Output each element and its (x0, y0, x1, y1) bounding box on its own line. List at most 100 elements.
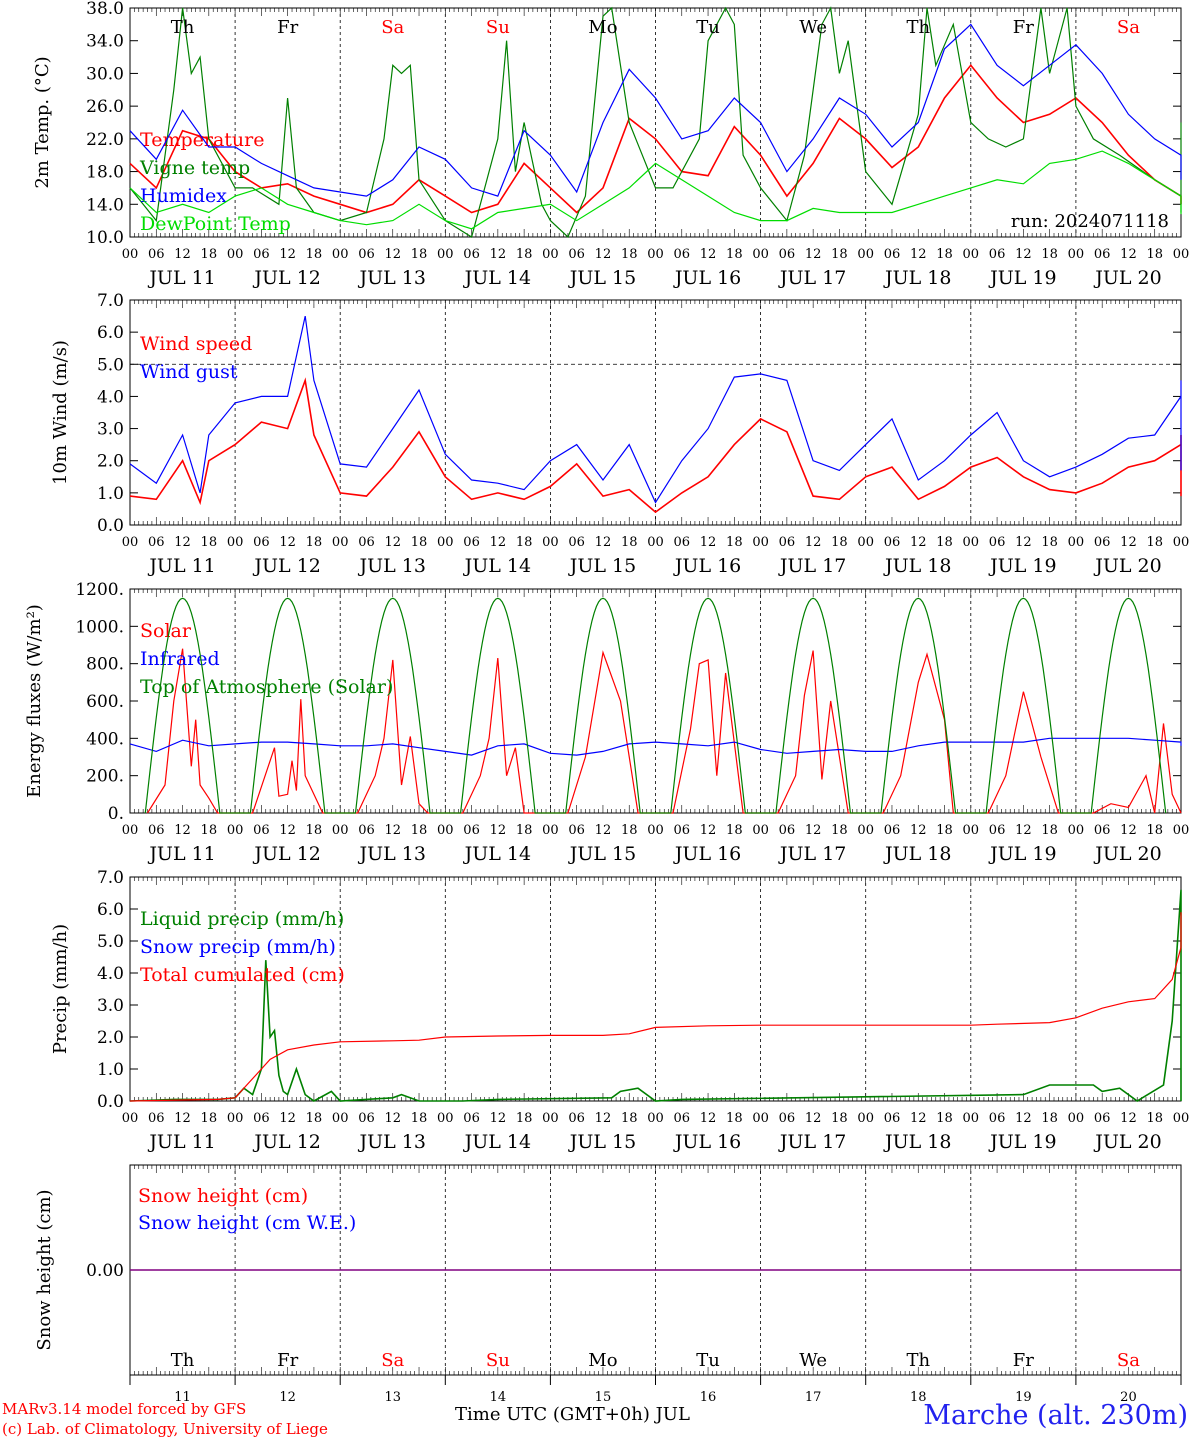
dewpoint-temp-line (129, 150, 1182, 230)
weekday-label: We (799, 1350, 827, 1371)
hour-label: 12 (910, 1111, 927, 1126)
y-axis-label: Precip (mm/h) (50, 924, 71, 1054)
hour-label: 18 (1146, 823, 1163, 838)
humidex-line (129, 23, 1182, 197)
date-label: JUL 12 (252, 843, 320, 865)
hour-label: 00 (752, 1111, 769, 1126)
hour-label: 12 (490, 247, 507, 262)
hour-label: 18 (1146, 247, 1163, 262)
y-tick-label: 22.0 (86, 130, 124, 150)
date-label: JUL 19 (988, 843, 1056, 865)
y-tick-label: 26.0 (86, 97, 124, 117)
y-axis-label: 10m Wind (m/s) (50, 340, 71, 485)
hour-label: 06 (568, 535, 585, 550)
hour-label: 06 (463, 1111, 480, 1126)
hour-label: 06 (358, 823, 375, 838)
hour-label: 00 (647, 823, 664, 838)
hour-label: 12 (1015, 535, 1032, 550)
hour-label: 00 (332, 247, 349, 262)
y-tick-label: 2.0 (97, 452, 124, 472)
date-label: JUL 15 (568, 1131, 636, 1153)
hour-label: 06 (989, 247, 1006, 262)
y-tick-label: 400. (86, 729, 124, 749)
legend-total-cumulated-cm: Total cumulated (cm) (140, 964, 345, 986)
date-label: JUL 18 (883, 555, 951, 577)
hour-label: 00 (647, 1111, 664, 1126)
hour-label: 18 (201, 823, 218, 838)
hour-label: 00 (857, 1111, 874, 1126)
hour-label: 18 (1146, 1111, 1163, 1126)
weekday-label: Th (171, 17, 195, 38)
hour-label: 00 (542, 535, 559, 550)
date-label: JUL 19 (988, 555, 1056, 577)
hour-label: 06 (463, 535, 480, 550)
hour-label: 00 (227, 1111, 244, 1126)
legend-top-of-atmosphere-solar: Top of Atmosphere (Solar) (140, 676, 393, 698)
hour-label: 18 (726, 247, 743, 262)
legend-vigne-temp: Vigne temp (139, 157, 250, 179)
hour-label: 06 (884, 1111, 901, 1126)
weekday-label: We (799, 17, 827, 38)
date-label: JUL 11 (147, 1131, 215, 1153)
hour-label: 06 (674, 1111, 691, 1126)
hour-label: 00 (963, 823, 980, 838)
weekday-label: Su (486, 17, 510, 38)
hour-label: 18 (621, 535, 638, 550)
weekday-label: Fr (1013, 17, 1034, 38)
legend-snow-height-cm: Snow height (cm) (138, 1185, 308, 1207)
hour-label: 00 (122, 247, 139, 262)
date-label: JUL 17 (778, 267, 846, 289)
hour-label: 18 (201, 247, 218, 262)
date-label: JUL 11 (147, 555, 215, 577)
weekday-label: Th (906, 17, 930, 38)
y-tick-label: 7.0 (97, 868, 124, 888)
day-number-label: 11 (174, 1390, 191, 1405)
hour-label: 06 (253, 535, 270, 550)
hour-label: 12 (910, 823, 927, 838)
hour-label: 12 (700, 823, 717, 838)
hour-label: 06 (1094, 535, 1111, 550)
hour-label: 06 (568, 823, 585, 838)
hour-label: 00 (122, 823, 139, 838)
hour-label: 18 (201, 1111, 218, 1126)
hour-label: 06 (884, 823, 901, 838)
hour-label: 12 (595, 247, 612, 262)
hour-label: 12 (174, 823, 191, 838)
hour-label: 18 (936, 1111, 953, 1126)
y-tick-label: 30.0 (86, 64, 124, 84)
y-tick-label: 34.0 (86, 32, 124, 52)
y-tick-label: 0. (108, 804, 124, 824)
hour-label: 12 (279, 535, 296, 550)
hour-label: 18 (1041, 1111, 1058, 1126)
hour-label: 12 (1015, 823, 1032, 838)
hour-label: 12 (805, 823, 822, 838)
day-number-label: 12 (279, 1390, 296, 1405)
weekday-label: Tu (696, 17, 720, 38)
hour-label: 06 (358, 535, 375, 550)
hour-label: 12 (384, 1111, 401, 1126)
y-tick-label: 1.0 (97, 1060, 124, 1080)
y-tick-label: 1200. (75, 580, 124, 600)
y-tick-label: 0.0 (97, 1092, 124, 1112)
date-label: JUL 14 (463, 1131, 531, 1153)
date-label: JUL 18 (883, 843, 951, 865)
hour-label: 00 (1068, 1111, 1085, 1126)
hour-label: 00 (1173, 247, 1190, 262)
hour-label: 00 (437, 823, 454, 838)
weekday-label: Fr (1013, 1350, 1034, 1371)
day-number-label: 19 (1015, 1390, 1032, 1405)
y-tick-label: 800. (86, 655, 124, 675)
date-label: JUL 15 (568, 267, 636, 289)
hour-label: 00 (332, 1111, 349, 1126)
infrared-line (129, 737, 1182, 756)
day-number-label: 17 (805, 1390, 822, 1405)
hour-label: 06 (463, 247, 480, 262)
hour-label: 12 (595, 823, 612, 838)
hour-label: 12 (384, 823, 401, 838)
hour-label: 18 (936, 535, 953, 550)
hour-label: 00 (752, 823, 769, 838)
date-label: JUL 17 (778, 843, 846, 865)
weekday-label: Fr (277, 1350, 298, 1371)
hour-label: 18 (306, 823, 323, 838)
hour-label: 00 (437, 247, 454, 262)
